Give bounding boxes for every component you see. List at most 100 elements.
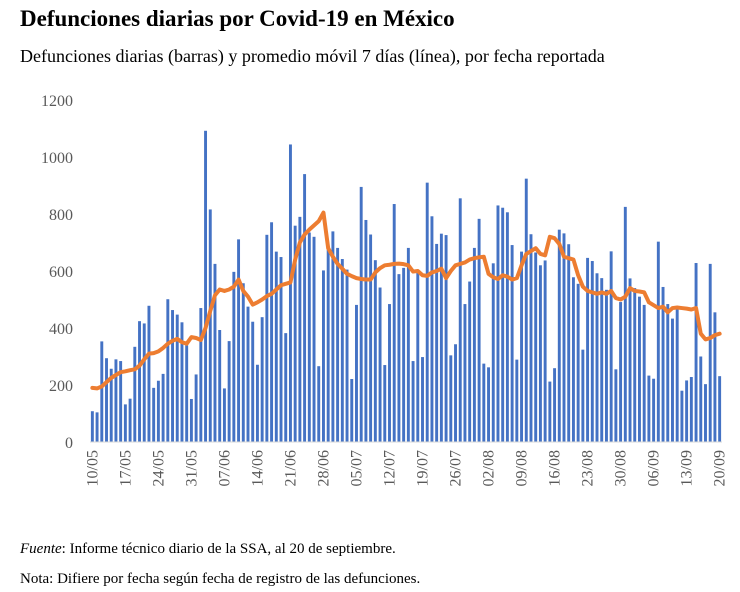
bar xyxy=(520,251,524,442)
bar xyxy=(425,182,429,442)
bar xyxy=(100,341,104,442)
bar xyxy=(175,314,179,442)
x-tick-label: 31/05 xyxy=(183,450,200,486)
bar xyxy=(406,247,410,442)
bar xyxy=(114,359,118,442)
bar xyxy=(468,281,472,442)
bar xyxy=(581,349,585,442)
bar xyxy=(298,216,302,442)
bar xyxy=(345,269,349,442)
bar xyxy=(288,144,292,442)
x-tick-label: 12/07 xyxy=(381,450,398,486)
bar xyxy=(133,346,137,442)
bar xyxy=(402,267,406,442)
bar xyxy=(487,367,490,442)
bar xyxy=(548,381,552,442)
bar xyxy=(119,361,123,442)
bar xyxy=(421,357,424,442)
bar xyxy=(689,377,693,442)
bar xyxy=(90,411,94,442)
x-tick-label: 02/08 xyxy=(481,450,498,486)
bar xyxy=(95,412,99,442)
bar xyxy=(510,245,514,442)
bar xyxy=(623,206,627,443)
x-tick-label: 26/07 xyxy=(448,450,465,486)
bar xyxy=(152,387,156,442)
bar xyxy=(557,229,561,442)
bar xyxy=(388,304,391,442)
x-tick-label: 09/08 xyxy=(514,450,531,486)
bar xyxy=(270,222,274,442)
bar xyxy=(123,404,127,442)
x-tick-label: 10/05 xyxy=(84,450,101,486)
bar xyxy=(369,234,373,442)
bar xyxy=(241,283,245,442)
bar xyxy=(534,252,538,442)
bar xyxy=(222,388,226,442)
bar xyxy=(543,260,547,442)
bar xyxy=(312,236,316,442)
bar xyxy=(619,302,623,442)
moving-average-line xyxy=(90,210,722,391)
bar xyxy=(326,249,330,443)
bar xyxy=(142,323,146,442)
bar xyxy=(524,178,528,442)
x-tick-label: 28/06 xyxy=(315,450,332,486)
x-tick-label: 14/06 xyxy=(249,450,266,486)
bar xyxy=(260,317,264,442)
x-tick-label: 23/08 xyxy=(580,450,597,486)
bar xyxy=(255,364,259,442)
x-tick-label: 24/05 xyxy=(150,450,167,486)
bar xyxy=(704,384,707,442)
bar xyxy=(609,251,613,442)
bar xyxy=(331,231,335,442)
bar xyxy=(642,304,646,442)
bar xyxy=(307,232,311,442)
chart-subtitle: Defunciones diarias (barras) y promedio … xyxy=(20,46,605,66)
bar xyxy=(538,265,542,442)
bar xyxy=(586,257,590,442)
bar xyxy=(571,277,575,442)
bar xyxy=(359,186,363,442)
bar xyxy=(147,305,151,442)
bar xyxy=(638,296,641,442)
bar xyxy=(699,356,703,442)
bar xyxy=(647,375,651,442)
bar xyxy=(218,330,222,442)
y-tick-label: 400 xyxy=(49,321,73,338)
bar xyxy=(204,130,208,442)
source-label: Fuente xyxy=(20,541,62,557)
bar xyxy=(246,306,250,443)
bar xyxy=(458,198,462,442)
bar xyxy=(430,216,434,442)
bar xyxy=(718,376,722,442)
bar xyxy=(439,233,443,442)
bar xyxy=(491,263,495,442)
bar xyxy=(189,398,193,442)
bar xyxy=(671,318,674,442)
y-tick-label: 600 xyxy=(49,264,73,281)
bar xyxy=(336,247,340,442)
bar xyxy=(237,239,241,442)
bar xyxy=(454,344,457,442)
bar xyxy=(383,365,387,442)
bar xyxy=(194,374,198,442)
bar xyxy=(604,289,608,442)
bar xyxy=(161,373,165,442)
bar xyxy=(392,204,396,442)
source-note: Fuente: Informe técnico diario de la SSA… xyxy=(20,541,396,558)
bar xyxy=(213,263,217,443)
bar xyxy=(666,304,670,442)
y-tick-label: 200 xyxy=(49,378,73,395)
bar xyxy=(350,379,354,442)
bar xyxy=(411,361,415,442)
bar xyxy=(435,243,439,442)
bar xyxy=(373,260,377,442)
bar xyxy=(600,278,604,443)
chart-title: Defunciones diarias por Covid-19 en Méxi… xyxy=(20,6,455,31)
bar xyxy=(501,207,505,442)
bar xyxy=(251,321,255,442)
bar xyxy=(595,273,599,442)
source-text: : Informe técnico diario de la SSA, al 2… xyxy=(61,541,396,557)
bar xyxy=(199,308,203,442)
